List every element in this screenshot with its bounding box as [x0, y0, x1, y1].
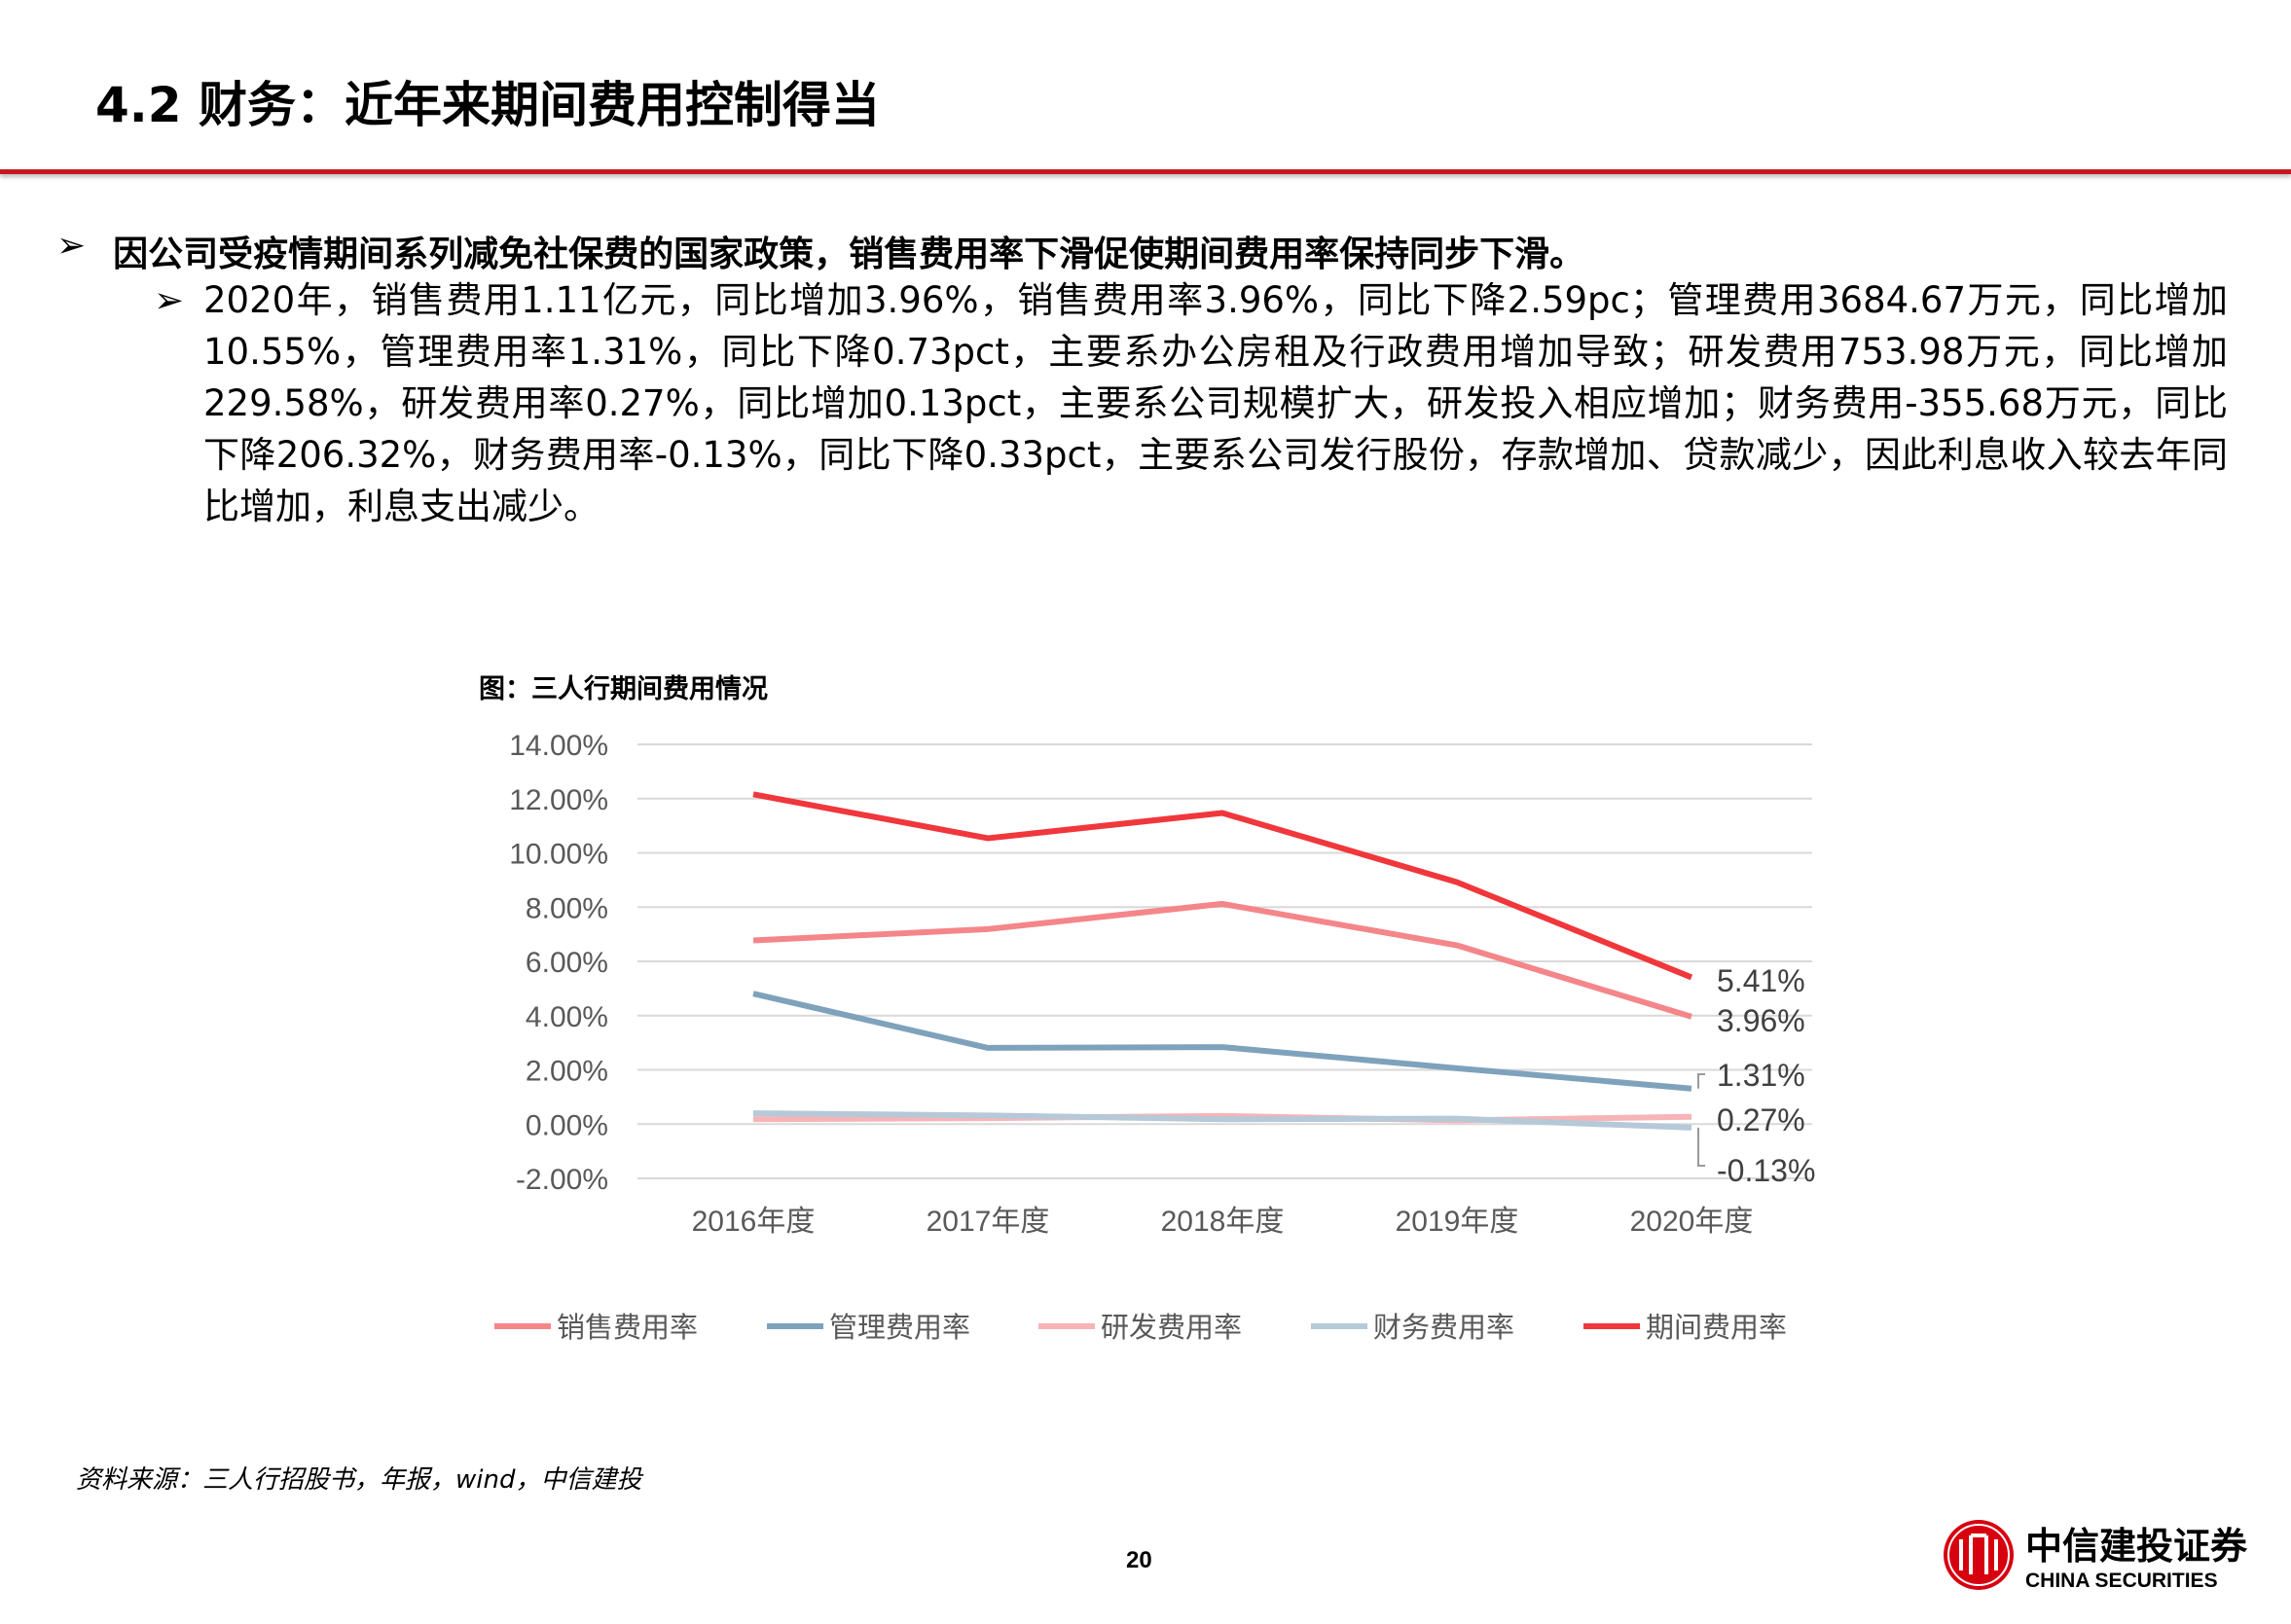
- x-tick-label: 2019年度: [1396, 1206, 1519, 1238]
- y-tick-label: 10.00%: [509, 839, 608, 871]
- y-tick-label: 14.00%: [509, 730, 608, 762]
- series-line: [752, 1110, 1692, 1131]
- title-divider: [0, 169, 2291, 174]
- y-tick-label: 4.00%: [526, 1001, 608, 1033]
- x-tick-label: 2016年度: [692, 1206, 816, 1238]
- data-label: 5.41%: [1717, 963, 1805, 998]
- series-line: [752, 991, 1692, 1092]
- leader-line: [1697, 1127, 1705, 1167]
- legend-label: 财务费用率: [1373, 1311, 1514, 1344]
- y-tick-label: -2.00%: [516, 1164, 608, 1196]
- bullet-1: ➢ 因公司受疫情期间系列减免社保费的国家政策，销售费用率下滑促使期间费用率保持同步…: [56, 226, 1584, 276]
- legend-label: 管理费用率: [829, 1311, 970, 1344]
- logo-cn: 中信建投证券: [2025, 1524, 2248, 1568]
- logo-en: CHINA SECURITIES: [2025, 1570, 2218, 1592]
- y-tick-label: 8.00%: [526, 892, 608, 924]
- x-tick-label: 2017年度: [927, 1206, 1050, 1238]
- data-label: 1.31%: [1717, 1058, 1805, 1093]
- y-tick-label: 2.00%: [526, 1056, 608, 1088]
- y-tick-label: 12.00%: [509, 784, 608, 816]
- data-label: 0.27%: [1717, 1102, 1805, 1137]
- y-tick-label: 0.00%: [526, 1109, 608, 1141]
- legend-label: 期间费用率: [1646, 1311, 1787, 1344]
- arrow-bullet-icon: ➢: [56, 226, 87, 266]
- bullet-text: 因公司受疫情期间系列减免社保费的国家政策，销售费用率下滑促使期间费用率保持同步下…: [113, 235, 1585, 274]
- x-tick-label: 2020年度: [1630, 1206, 1754, 1238]
- x-tick-label: 2018年度: [1161, 1206, 1285, 1238]
- series-line: [752, 900, 1692, 1020]
- source-note: 资料来源：三人行招股书，年报，wind，中信建投: [76, 1465, 642, 1495]
- legend-label: 研发费用率: [1101, 1311, 1242, 1344]
- leader-line: [1697, 1073, 1705, 1089]
- company-logo: 中信建投证券 CHINA SECURITIES: [1942, 1516, 2247, 1593]
- bullet-text: 2020年，销售费用1.11亿元，同比增加3.96%，销售费用率3.96%，同比…: [203, 279, 2229, 527]
- data-label: 3.96%: [1717, 1003, 1805, 1038]
- page-title: 4.2 财务：近年来期间费用控制得当: [95, 77, 880, 133]
- data-label: -0.13%: [1717, 1153, 1815, 1188]
- page-number: 20: [1126, 1547, 1152, 1573]
- bullet-2: ➢ 2020年，销售费用1.11亿元，同比增加3.96%，销售费用率3.96%，同…: [154, 274, 2246, 532]
- legend-label: 销售费用率: [557, 1311, 698, 1344]
- chart-title: 图：三人行期间费用情况: [479, 674, 768, 704]
- citic-logo-icon: [1944, 1519, 2014, 1590]
- arrow-bullet-icon: ➢: [154, 279, 185, 321]
- y-tick-label: 6.00%: [526, 947, 608, 979]
- series-line: [752, 791, 1693, 981]
